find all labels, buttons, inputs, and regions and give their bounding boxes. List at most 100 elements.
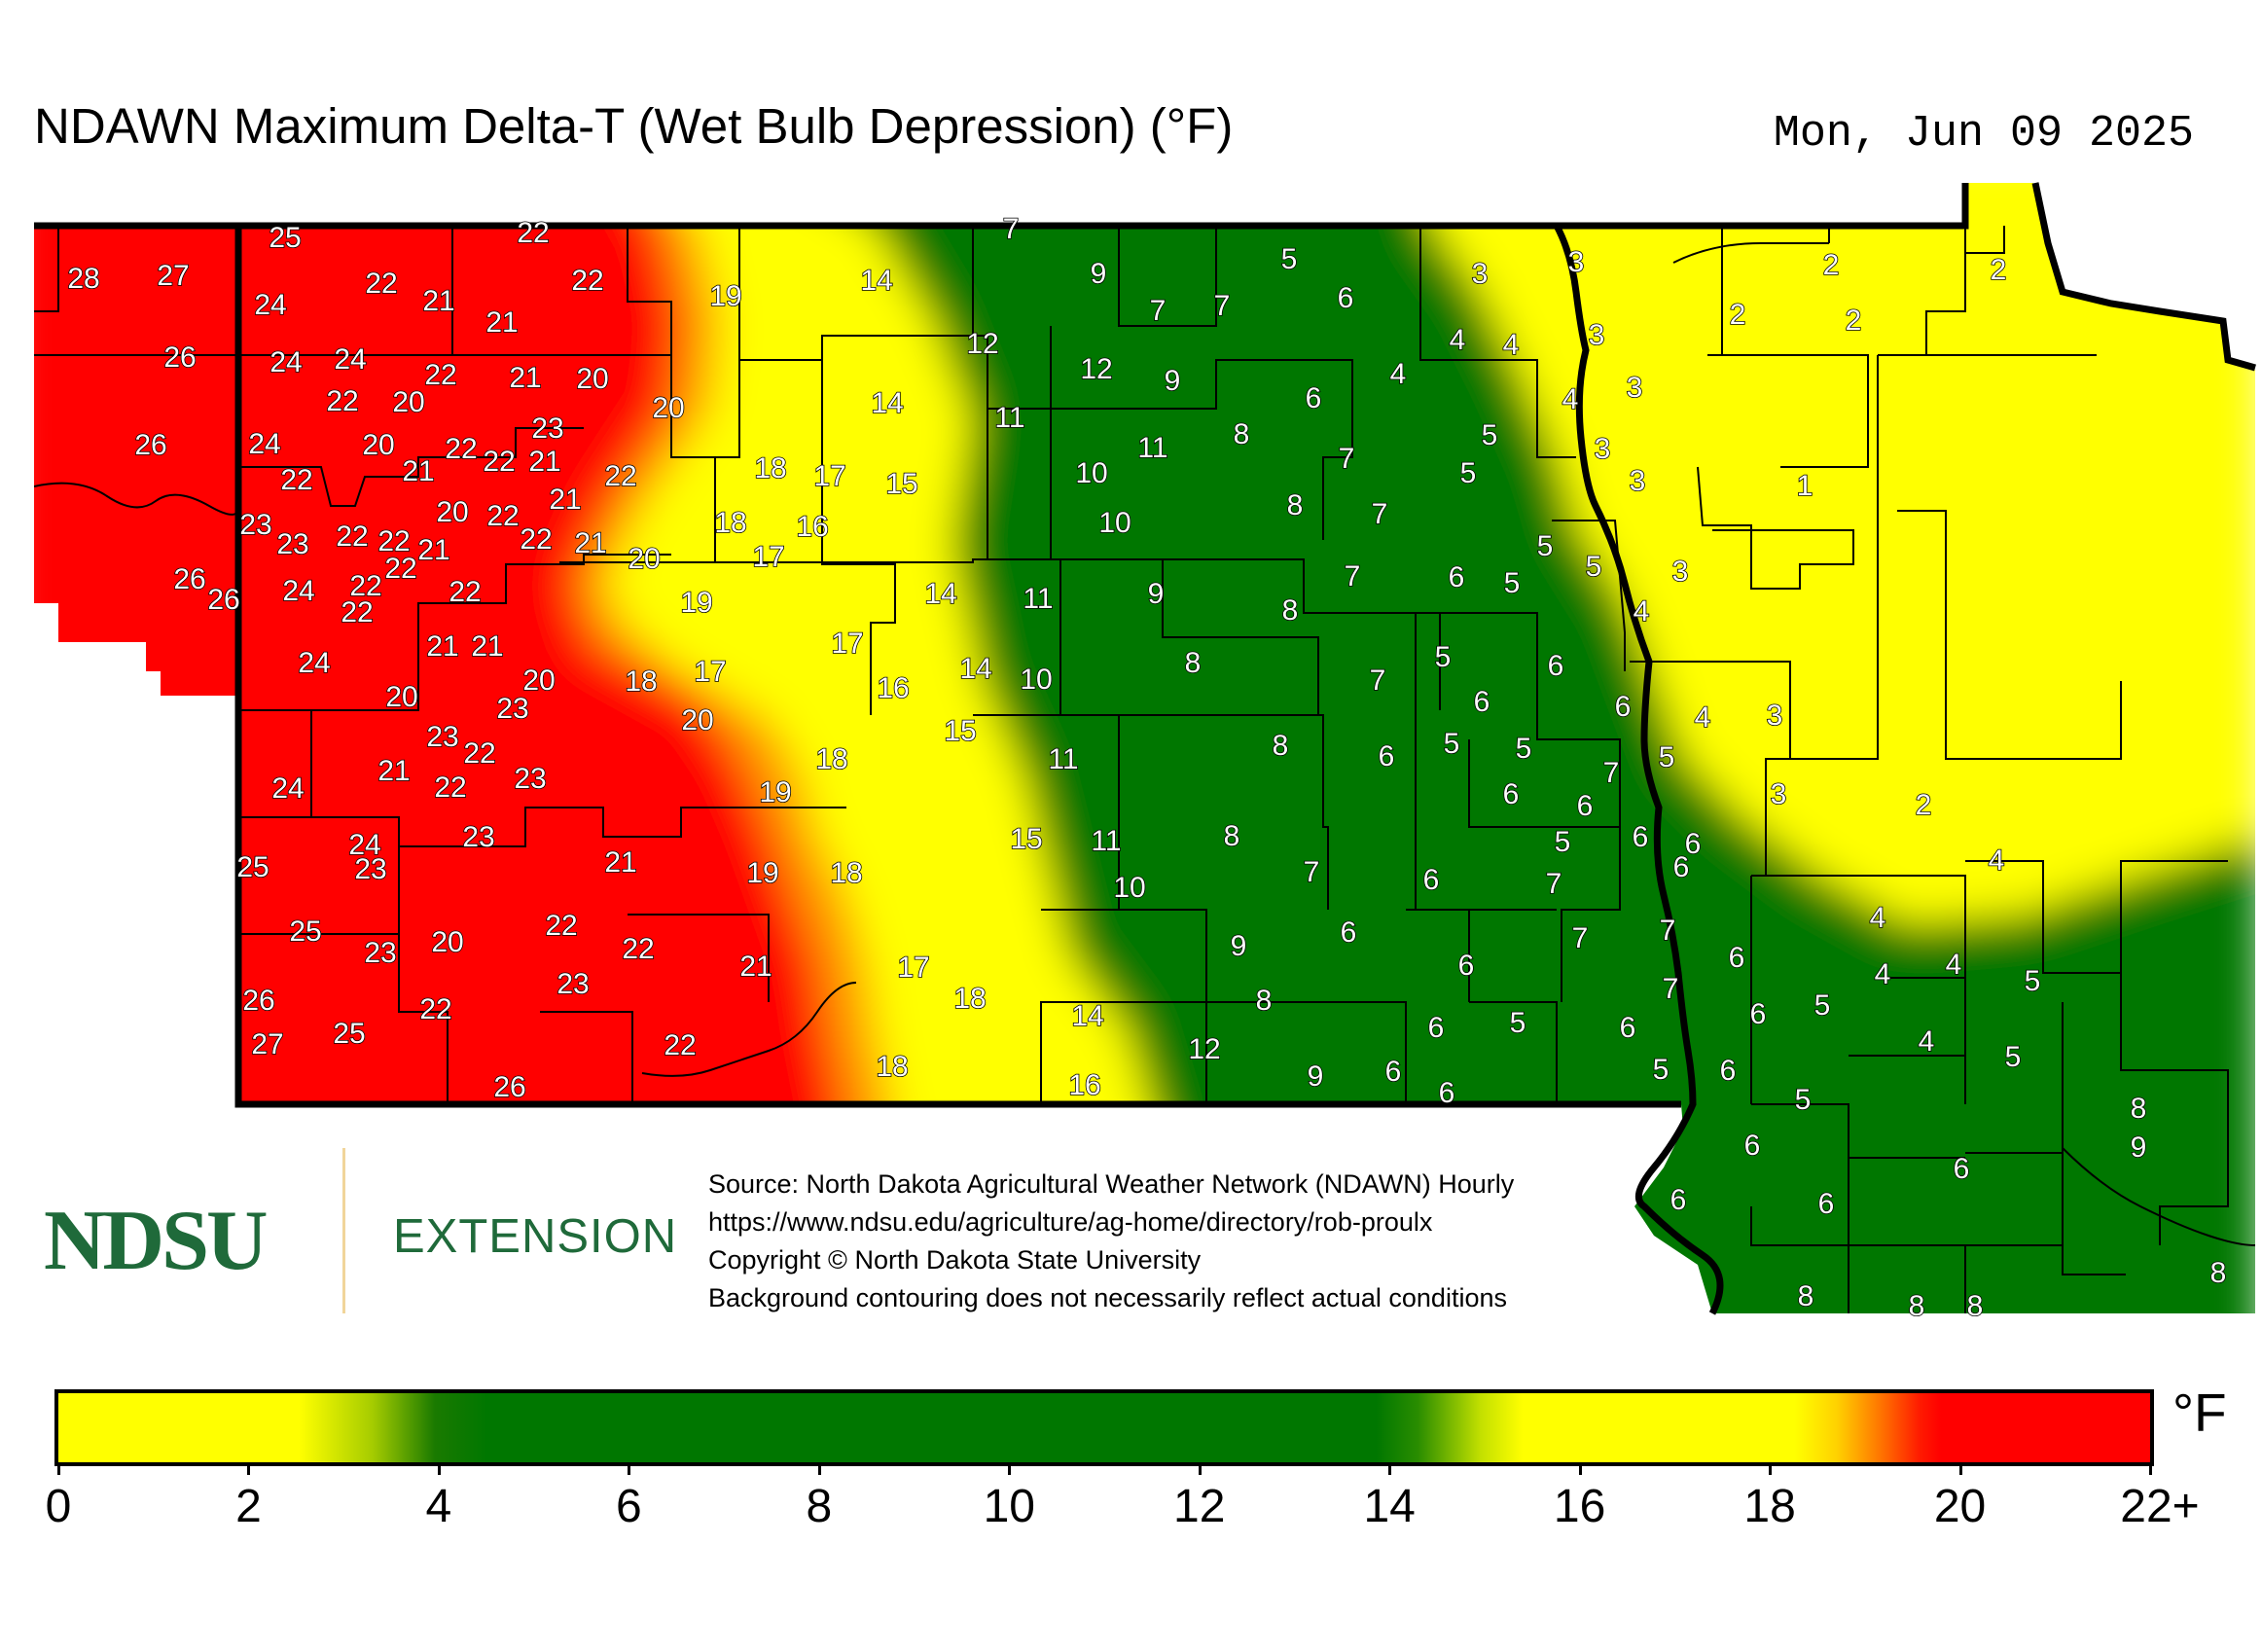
station-value: 21 xyxy=(574,527,606,559)
ndsu-logo: NDSU xyxy=(44,1194,269,1288)
legend-tick xyxy=(1198,1462,1202,1475)
station-value: 6 xyxy=(1750,998,1767,1030)
station-value: 27 xyxy=(251,1028,283,1060)
station-value: 22 xyxy=(445,433,477,465)
station-value: 4 xyxy=(1634,595,1650,628)
station-value: 22 xyxy=(365,268,397,300)
station-value: 4 xyxy=(1946,949,1962,981)
station-value: 22 xyxy=(384,553,416,585)
station-value: 6 xyxy=(1685,828,1702,860)
station-value: 21 xyxy=(402,455,434,487)
station-value: 22 xyxy=(341,596,373,628)
station-value: 5 xyxy=(1537,530,1554,562)
legend-tick xyxy=(628,1462,631,1475)
station-value: 6 xyxy=(1341,916,1357,949)
station-value: 8 xyxy=(1185,647,1202,679)
station-value: 20 xyxy=(436,496,468,528)
legend-tick xyxy=(817,1462,821,1475)
station-value: 6 xyxy=(1385,1056,1402,1088)
station-value: 8 xyxy=(1256,985,1273,1017)
station-value: 5 xyxy=(1510,1007,1526,1039)
station-value: 19 xyxy=(709,280,741,312)
copyright-line: Copyright © North Dakota State Universit… xyxy=(708,1245,1202,1275)
station-value: 7 xyxy=(1660,915,1676,947)
station-value: 6 xyxy=(1744,1130,1761,1162)
station-value: 6 xyxy=(1379,740,1395,772)
station-value: 6 xyxy=(1548,650,1564,682)
station-value: 3 xyxy=(1771,778,1787,810)
station-value: 9 xyxy=(1231,930,1247,962)
station-value: 7 xyxy=(1214,290,1231,322)
station-value: 24 xyxy=(282,575,314,607)
station-value: 11 xyxy=(1137,432,1167,464)
station-value: 23 xyxy=(496,693,528,725)
station-value: 8 xyxy=(2131,1093,2147,1125)
legend-tick-label: 14 xyxy=(1363,1481,1416,1532)
station-value: 18 xyxy=(815,743,847,775)
legend-tick-label: 4 xyxy=(425,1481,452,1532)
station-value: 1 xyxy=(1797,470,1813,502)
station-value: 6 xyxy=(1818,1188,1835,1220)
station-value: 21 xyxy=(509,362,541,394)
station-value: 27 xyxy=(157,260,189,292)
station-value: 16 xyxy=(796,511,828,543)
station-value: 8 xyxy=(1282,594,1299,627)
station-value: 12 xyxy=(966,328,998,360)
station-value: 7 xyxy=(1546,868,1562,900)
station-value: 11 xyxy=(1023,583,1053,615)
station-value: 20 xyxy=(628,543,660,575)
station-value: 6 xyxy=(1720,1055,1737,1087)
station-value: 9 xyxy=(1165,365,1181,397)
disclaimer-line: Background contouring does not necessari… xyxy=(708,1283,1507,1312)
station-value: 2 xyxy=(1730,299,1746,331)
station-value: 18 xyxy=(876,1051,908,1083)
station-value: 26 xyxy=(242,985,274,1017)
station-value: 12 xyxy=(1080,353,1112,385)
station-value: 8 xyxy=(1273,730,1289,762)
legend-tick-label: 8 xyxy=(806,1481,833,1532)
station-value: 22 xyxy=(622,933,654,965)
station-value: 19 xyxy=(680,587,712,619)
station-value: 17 xyxy=(752,541,784,573)
station-value: 26 xyxy=(134,429,166,461)
station-value: 26 xyxy=(173,563,205,595)
station-value: 3 xyxy=(1630,465,1646,497)
station-value: 21 xyxy=(426,630,458,663)
station-value: 4 xyxy=(1503,329,1520,361)
station-value: 6 xyxy=(1670,1184,1687,1216)
station-value: 20 xyxy=(362,429,394,461)
station-value: 5 xyxy=(1659,741,1675,773)
legend-tick-label: 22+ xyxy=(2120,1481,2200,1532)
station-value: 8 xyxy=(2210,1257,2227,1289)
source-url: https://www.ndsu.edu/agriculture/ag-home… xyxy=(708,1207,1433,1237)
station-value: 18 xyxy=(953,983,986,1015)
station-value: 16 xyxy=(1068,1069,1100,1101)
station-value: 7 xyxy=(1603,757,1620,789)
station-value: 24 xyxy=(271,772,304,805)
legend-tick xyxy=(1958,1462,1962,1475)
station-value: 8 xyxy=(1224,820,1240,852)
station-value: 23 xyxy=(462,821,494,853)
station-value: 3 xyxy=(1568,246,1585,278)
station-value: 5 xyxy=(1653,1054,1670,1086)
station-value: 8 xyxy=(1798,1280,1814,1312)
station-value: 5 xyxy=(2005,1041,2022,1073)
station-value: 7 xyxy=(1339,443,1355,475)
station-value: 14 xyxy=(860,265,892,297)
station-value: 11 xyxy=(994,402,1024,434)
station-value: 22 xyxy=(545,910,577,942)
station-value: 6 xyxy=(1439,1077,1455,1109)
extension-logo-text: EXTENSION xyxy=(393,1210,678,1263)
station-value: 17 xyxy=(813,460,845,492)
station-value: 21 xyxy=(528,446,560,478)
station-value: 5 xyxy=(1435,641,1452,673)
station-value: 6 xyxy=(1577,790,1594,822)
station-value: 12 xyxy=(1188,1033,1220,1065)
station-value: 22 xyxy=(463,737,495,770)
source-notes: Source: North Dakota Agricultural Weathe… xyxy=(708,1166,1514,1317)
station-value: 5 xyxy=(1482,419,1498,451)
station-value: 5 xyxy=(2025,965,2041,997)
station-value: 28 xyxy=(67,263,99,295)
station-value: 4 xyxy=(1989,844,2005,877)
